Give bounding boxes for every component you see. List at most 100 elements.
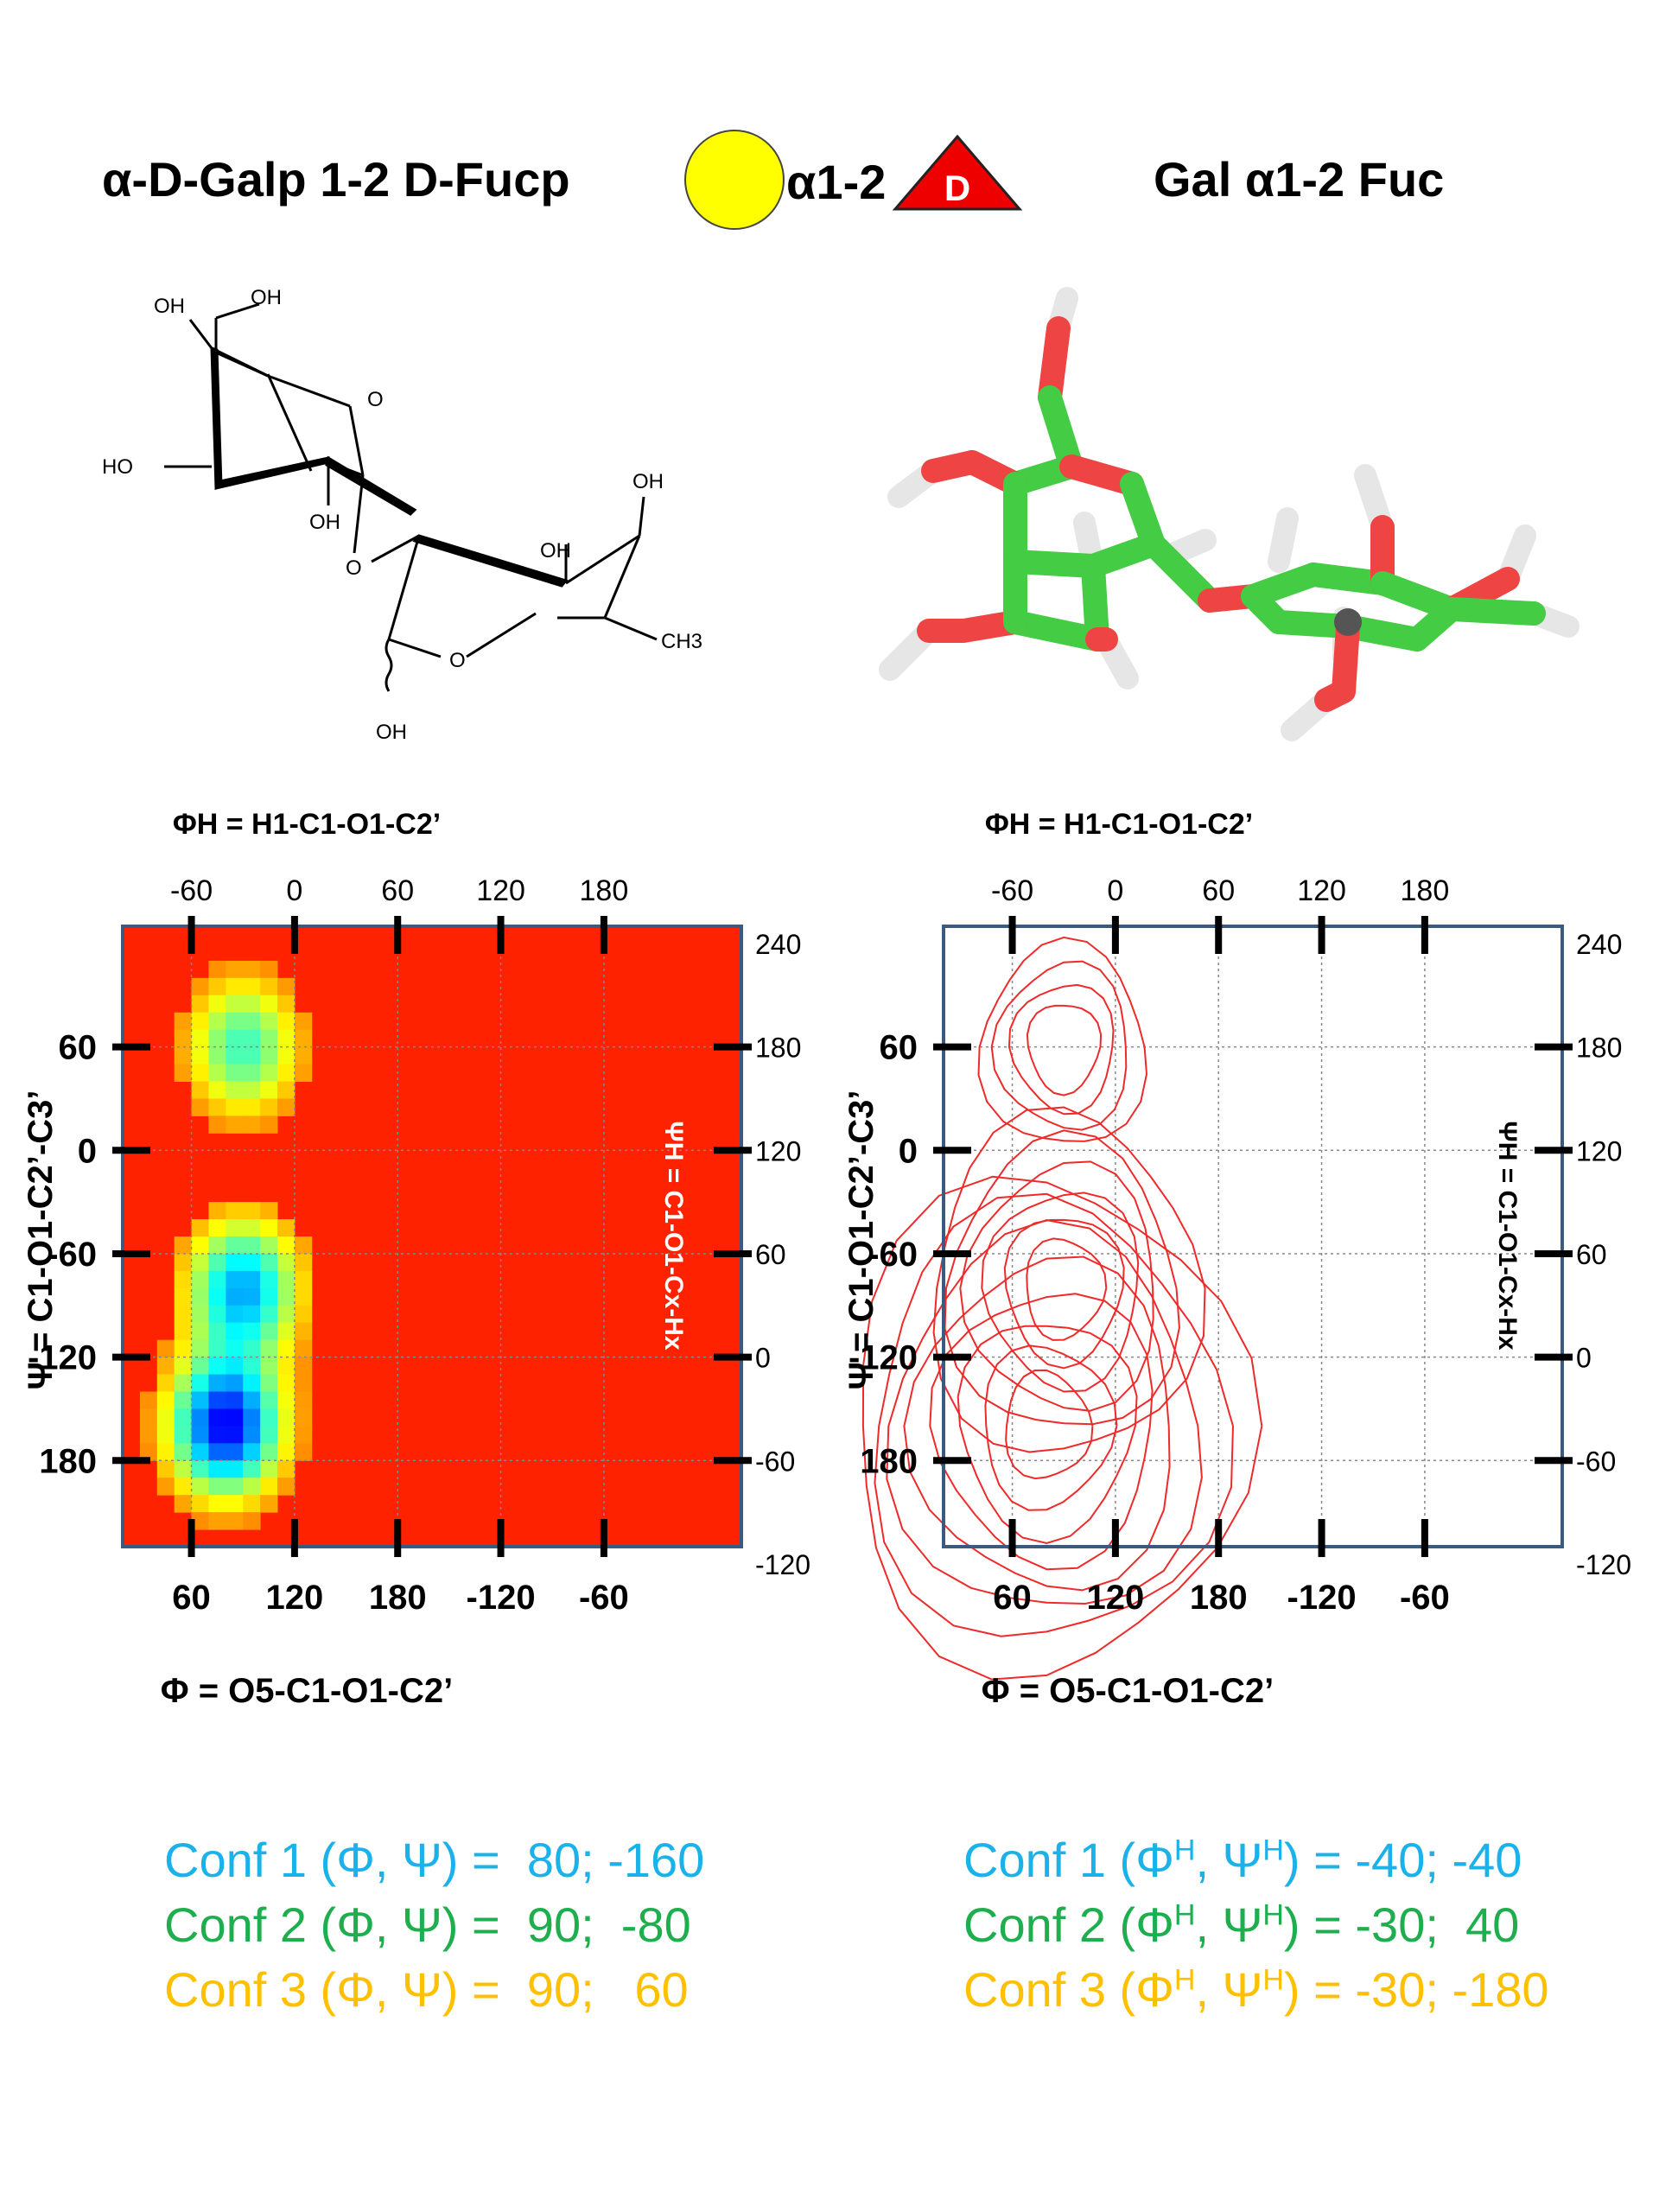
heatmap-cell (294, 1253, 313, 1272)
heatmap-frame (121, 925, 743, 1548)
heatmap-cell (260, 1236, 278, 1255)
heatmap-cell (260, 1116, 278, 1134)
conf-right-2-mid: , Ψ (1195, 1897, 1263, 1952)
contour-line (929, 1293, 1154, 1571)
right-title: Gal α1-2 Fuc (1154, 152, 1445, 207)
left-tick-label: 0 (78, 1132, 97, 1170)
heatmap-cell (226, 1512, 244, 1530)
heatmap-cell (277, 1426, 296, 1444)
heatmap-cell (174, 1495, 193, 1513)
heatmap-cell (191, 1374, 209, 1392)
heatmap-cell (294, 1426, 313, 1444)
heatmap-cell (260, 1305, 278, 1324)
contour-line (981, 1192, 1140, 1393)
bottom-tick-label: -120 (467, 1579, 536, 1617)
heatmap-cell (260, 1098, 278, 1116)
heatmap-cell (208, 1305, 226, 1324)
contour-top-axis-label: ΦH = H1-C1-O1-C2’ (985, 808, 1253, 841)
heatmap-cell (191, 1408, 209, 1427)
heatmap-cell (226, 1046, 244, 1065)
heatmap-right-axis-label: ΨH = C1-O1-Cx-Hx (659, 1121, 688, 1350)
contour-line (957, 1325, 1138, 1545)
heatmap-cell (243, 1287, 261, 1306)
right-tick-label: -60 (755, 1446, 795, 1477)
bottom-tick-label: -120 (1287, 1579, 1357, 1617)
heatmap-cell (226, 1098, 244, 1116)
conf-right-1-sup1: H (1173, 1834, 1196, 1867)
heatmap-cell (260, 1478, 278, 1496)
ho-label-3: HO (102, 455, 133, 479)
top-tick-label: 0 (1107, 874, 1123, 907)
heatmap-cell (208, 1287, 226, 1306)
heatmap-cell (226, 1374, 244, 1392)
contour-chart: ΦH = H1-C1-O1-C2’ -60 60 0 120 60 180 120 -120 1… (842, 808, 1631, 1710)
left-title: α-D-Galp 1-2 D-Fucp (102, 152, 570, 207)
heatmap-cell (243, 1408, 261, 1427)
heatmap-cell (277, 1219, 296, 1237)
conf-right-3: Conf 3 (ΦH, ΨH) = -30; -180 (963, 1961, 1549, 2018)
heatmap-bottom-axis-label: Φ = O5-C1-O1-C2’ (161, 1672, 453, 1710)
right-tick-label: 180 (755, 1033, 801, 1064)
heatmap-cell (226, 1116, 244, 1134)
heatmap-cell (208, 995, 226, 1014)
contour-line (874, 1192, 1234, 1637)
conf-right-3-pre: Conf 3 (Φ (963, 1962, 1174, 2017)
right-tick-label: 180 (1576, 1033, 1622, 1064)
contour-line (1026, 1237, 1108, 1341)
heatmap-cell (208, 1116, 226, 1134)
conf-right-1-sup2: H (1262, 1834, 1284, 1867)
heatmap-cell (139, 1391, 158, 1409)
bottom-tick-label: -60 (579, 1579, 629, 1617)
heatmap-cell (260, 1408, 278, 1427)
bottom-tick-label: 120 (266, 1579, 324, 1617)
heatmap-cell (243, 995, 261, 1014)
conf-right-1-post: ) = (1283, 1833, 1342, 1887)
heatmap-cell (294, 1339, 313, 1358)
heatmap-cell (174, 1391, 193, 1409)
heatmap-cell (191, 1270, 209, 1289)
heatmap-cell (243, 1305, 261, 1324)
conf-right-1-mid: , Ψ (1195, 1833, 1263, 1887)
heatmap-cell (174, 1478, 193, 1496)
heatmap-cell (208, 1046, 226, 1065)
heatmap-cell (208, 1426, 226, 1444)
linkage-label: α1-2 (786, 155, 886, 209)
heatmap-cell (226, 1460, 244, 1478)
heatmap-cell (294, 1287, 313, 1306)
heatmap-cell (243, 1426, 261, 1444)
heatmap-cell (277, 1460, 296, 1478)
heatmap-cell (260, 1443, 278, 1461)
heatmap-cell (174, 1064, 193, 1082)
heatmap-cell (243, 1046, 261, 1065)
contour-line (1003, 1218, 1125, 1370)
heatmap-cell (243, 1391, 261, 1409)
heatmap-cell (243, 1029, 261, 1048)
heatmap-cell (156, 1357, 175, 1376)
heatmap-cell (226, 1081, 244, 1099)
conf-right-3-post: ) = (1283, 1962, 1342, 2017)
heatmap-cell (191, 1029, 209, 1048)
heatmap-cell (191, 1478, 209, 1496)
top-tick-label: 0 (286, 874, 302, 907)
heatmap-cell (191, 1081, 209, 1099)
heatmap-cell (243, 1495, 261, 1513)
top-tick-label: -60 (991, 874, 1033, 907)
heatmap-cell (294, 1305, 313, 1324)
heatmap-cell (208, 1236, 226, 1255)
heatmap-cell (208, 1029, 226, 1048)
heatmap-cell (260, 1391, 278, 1409)
heatmap-cell (208, 1357, 226, 1376)
conf-right-3-sup1: H (1173, 1963, 1196, 1997)
heatmap-cell (174, 1046, 193, 1065)
heatmap-cell (208, 1012, 226, 1031)
conf-right-3-mid: , Ψ (1195, 1962, 1263, 2017)
heatmap-cell (277, 977, 296, 996)
heatmap-cell (226, 1339, 244, 1358)
heatmap-cell (243, 1512, 261, 1530)
heatmap-cell (294, 1236, 313, 1255)
heatmap-cell (208, 1374, 226, 1392)
heatmap-cell (191, 1495, 209, 1513)
heatmap-cell (174, 1270, 193, 1289)
heatmap-cell (260, 1287, 278, 1306)
conf-right-3-sup2: H (1262, 1963, 1284, 1997)
